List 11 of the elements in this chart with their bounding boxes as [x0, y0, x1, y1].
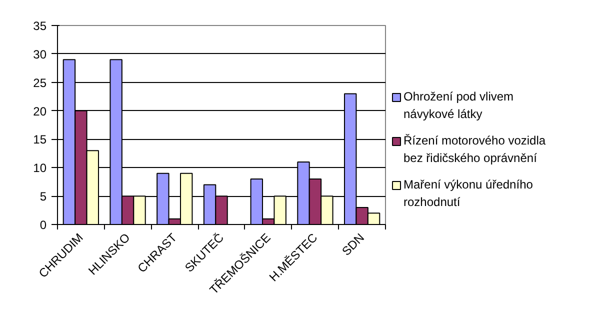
legend-label: Maření výkonu úředního rozhodnutí — [404, 178, 534, 209]
y-tick-label: 20 — [33, 104, 47, 118]
y-tick-label: 0 — [40, 218, 47, 232]
y-tick-label: 10 — [33, 161, 47, 176]
y-tick-label: 35 — [33, 19, 47, 33]
legend-label: Řízení motorového vozidla bez řidičského oprávnění — [404, 134, 546, 165]
y-tick-label: 30 — [33, 47, 47, 62]
y-tick-label: 15 — [33, 132, 47, 147]
y-tick-label: 5 — [40, 190, 47, 204]
y-tick-label: 25 — [33, 76, 47, 90]
legend-label: Ohrožení pod vlivem návykové látky — [404, 90, 514, 121]
